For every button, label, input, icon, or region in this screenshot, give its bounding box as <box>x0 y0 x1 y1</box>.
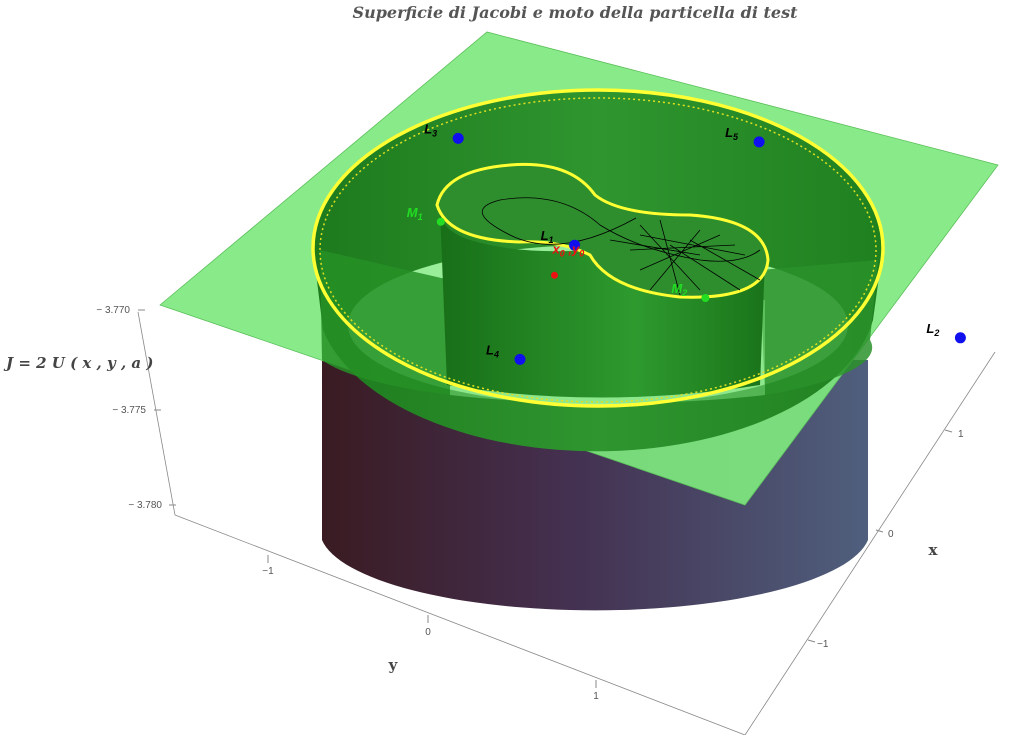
point-marker <box>753 136 765 148</box>
chart-title: Superficie di Jacobi e moto della partic… <box>353 3 799 22</box>
x-tick-label: 0 <box>888 529 894 540</box>
y-ticks <box>267 555 597 688</box>
x-ticks <box>807 429 953 643</box>
point-marker <box>452 132 464 144</box>
x-axis-label: x <box>929 541 939 559</box>
initial-point-label: x0 ,y0 <box>552 241 585 258</box>
z-tick-label: − 3.775 <box>112 405 146 416</box>
y-tick-label: 0 <box>425 627 431 638</box>
point-marker <box>436 217 445 226</box>
point-l3: L3 <box>424 121 464 144</box>
point-l2: L2 <box>926 321 966 344</box>
point-label: L3 <box>424 121 437 138</box>
point-label: L4 <box>486 342 499 359</box>
y-axis-label: y <box>388 656 399 674</box>
point-label: L5 <box>725 125 739 142</box>
point-marker <box>701 294 710 302</box>
y-tick-label: 1 <box>593 691 599 702</box>
point-l1: L1 <box>541 228 581 251</box>
test-particle-trajectory <box>481 197 761 296</box>
point-label: L1 <box>541 228 554 245</box>
initial-point: x0 ,y0 <box>551 241 585 279</box>
point-label: M1 <box>407 205 423 222</box>
point-m1: M1 <box>407 205 445 226</box>
point-l5: L5 <box>725 125 765 148</box>
z-tick-label: − 3.780 <box>128 500 162 511</box>
z-tick-label: − 3.770 <box>96 305 130 316</box>
y-tick-label: −1 <box>262 566 274 577</box>
points-layer: L1 L2 L3 L4 L5 M1 M2 x0 ,y0 <box>407 121 966 365</box>
initial-point-marker <box>551 271 558 279</box>
x-tick-label: −1 <box>817 639 829 650</box>
point-label: M2 <box>671 281 687 298</box>
inner-pillar <box>440 210 765 398</box>
point-m2: M2 <box>671 281 710 302</box>
point-marker <box>514 353 526 365</box>
bounding-box <box>137 311 996 735</box>
point-label: L2 <box>926 321 939 338</box>
z-ticks: − 3.770 − 3.775 − 3.780 <box>96 305 176 511</box>
point-marker <box>569 239 581 251</box>
point-marker <box>954 332 966 344</box>
zero-velocity-contours <box>311 88 885 408</box>
x-tick-label: 1 <box>958 429 964 440</box>
point-l4: L4 <box>486 342 526 365</box>
z-axis-label: J = 2 U ( x , y , a ) <box>3 354 153 372</box>
